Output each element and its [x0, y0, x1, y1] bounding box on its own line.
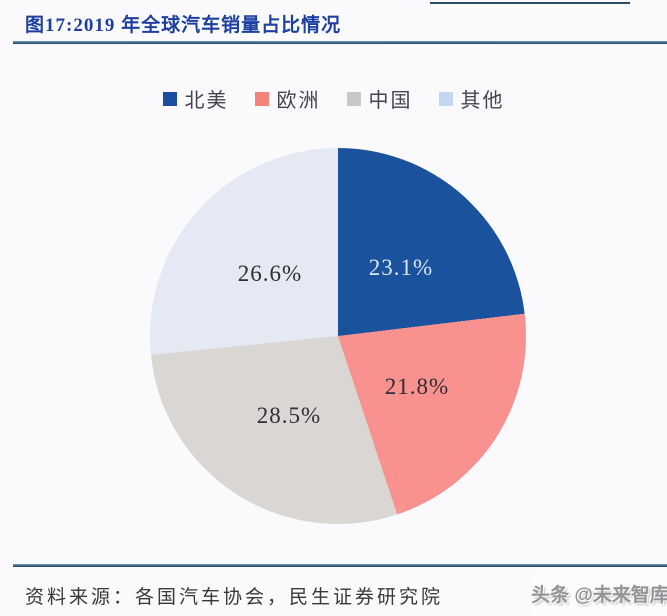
footer-divider — [13, 564, 667, 567]
pie-label-china: 28.5% — [256, 403, 322, 428]
legend-label-europe: 欧洲 — [276, 90, 321, 112]
chart-legend: 北美 欧洲 中国 其他 — [0, 84, 667, 113]
pie-label-europe: 21.8% — [384, 374, 450, 399]
legend-swatch-europe — [254, 91, 269, 106]
pie-chart — [150, 148, 526, 524]
legend-item-europe: 欧洲 — [254, 84, 321, 113]
legend-item-china: 中国 — [346, 84, 413, 113]
source-note: 资料来源：各国汽车协会，民生证券研究院 — [25, 587, 444, 608]
legend-swatch-china — [346, 91, 361, 106]
figure-title: 图17:2019 年全球汽车销量占比情况 — [25, 15, 342, 36]
legend-swatch-other — [438, 91, 453, 106]
pie-label-other: 26.6% — [237, 261, 303, 286]
watermark: 头条 @未来智库 — [531, 570, 667, 616]
legend-label-north-america: 北美 — [184, 90, 229, 112]
legend-item-other: 其他 — [438, 84, 505, 113]
watermark-text: 头条 @未来智库 — [531, 584, 667, 606]
legend-item-north-america: 北美 — [162, 84, 229, 113]
pie-label-north-america: 23.1% — [368, 255, 434, 280]
legend-swatch-north-america — [162, 91, 177, 106]
legend-label-other: 其他 — [460, 90, 505, 112]
title-divider — [13, 41, 667, 44]
legend-label-china: 中国 — [368, 90, 413, 112]
top-border-line — [430, 2, 630, 4]
